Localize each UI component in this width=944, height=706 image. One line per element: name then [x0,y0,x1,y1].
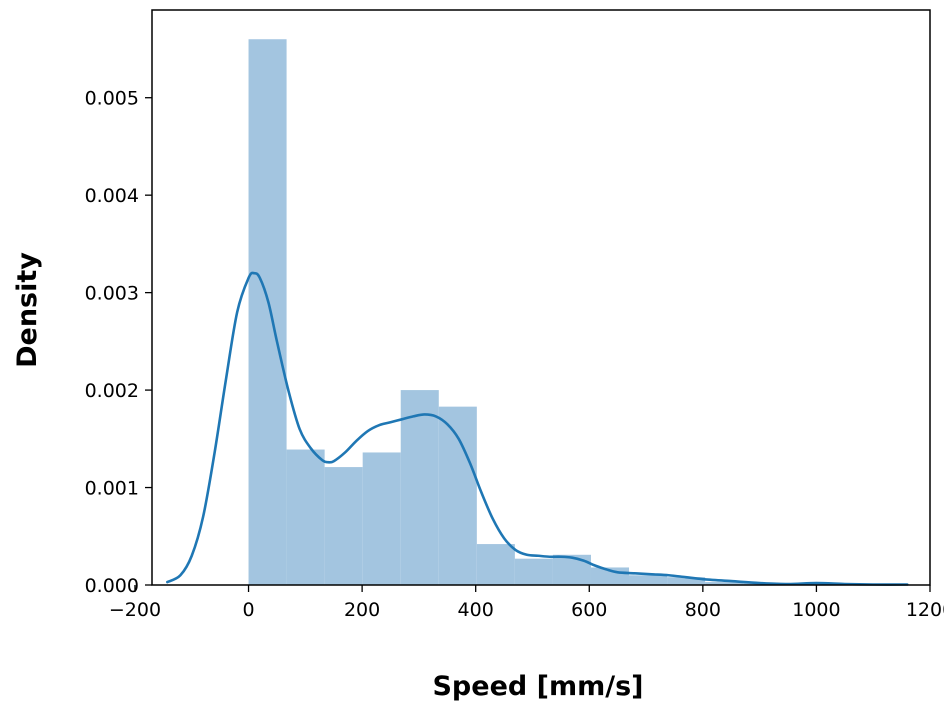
y-tick-label: 0.002 [85,380,139,402]
kde-density-curve [166,271,909,586]
histogram-bar [514,558,553,585]
histogram-bar [248,39,287,585]
histogram-bar [629,575,668,585]
x-tick-label: 200 [344,599,380,621]
x-tick-label: 800 [685,599,721,621]
histogram-bar [552,554,591,585]
x-tick-label: 400 [458,599,494,621]
histogram-bar [286,449,325,585]
y-axis-ticks: 0.000 0.001 0.002 0.003 0.004 0.005 [85,88,152,597]
histogram-bar [438,406,477,585]
y-axis-label: Density [12,252,43,368]
y-tick-label: 0.005 [85,88,139,110]
x-tick-label: 1000 [792,599,840,621]
plot-frame [151,9,931,586]
histogram-bar [362,452,401,585]
histogram-bar [476,544,515,585]
histogram-bar [324,467,363,585]
x-tick-label: −200 [109,599,161,621]
x-tick-label: 600 [571,599,607,621]
y-tick-label: 0.001 [85,478,139,500]
x-tick-label: 0 [242,599,254,621]
histogram-bars [248,39,896,585]
y-tick-label: 0.003 [85,283,139,305]
x-axis-label: Speed [mm/s] [432,671,643,702]
histogram-bar [667,577,706,585]
y-tick-label: 0.004 [85,185,139,207]
histogram-bar [705,582,744,585]
y-tick-label: 0.000 [85,575,139,597]
histogram-bar [400,390,439,585]
